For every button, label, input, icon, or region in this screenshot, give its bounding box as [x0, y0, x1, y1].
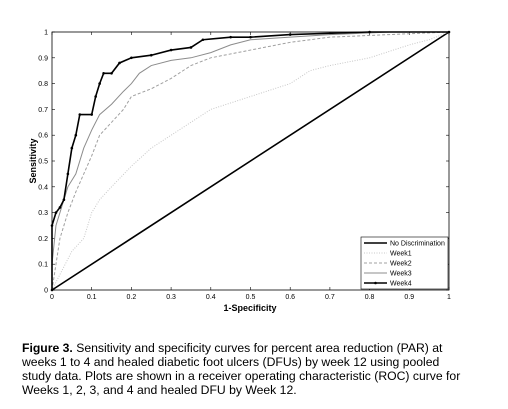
y-tick-label: 0.1	[38, 262, 48, 269]
series-marker	[118, 61, 121, 65]
x-tick-label: 0.9	[404, 294, 414, 301]
series-marker	[288, 33, 292, 36]
x-tick-label: 0.7	[325, 294, 335, 301]
y-tick-label: 0.2	[38, 236, 48, 243]
series-marker	[58, 206, 62, 209]
legend-label: No Discrimination	[390, 241, 445, 248]
figure-caption: Figure 3. Sensitivity and specificity cu…	[22, 341, 462, 397]
series-marker	[70, 146, 74, 150]
x-tick-label: 1	[447, 294, 451, 301]
series-marker	[102, 71, 105, 75]
series-marker	[54, 211, 58, 214]
series-line	[51, 31, 450, 291]
legend-label: Week4	[390, 281, 412, 288]
y-tick-label: 0.7	[38, 107, 48, 114]
x-tick-label: 0.2	[127, 294, 137, 301]
y-tick-label: 0.9	[38, 55, 48, 62]
series-marker	[149, 53, 153, 57]
x-axis-label: 1-Specificity	[223, 303, 276, 313]
legend-label: Week1	[390, 251, 412, 258]
series-marker	[201, 38, 205, 42]
x-tick-label: 0.1	[87, 294, 97, 301]
series-marker	[66, 172, 70, 176]
x-tick-label: 0.5	[246, 294, 256, 301]
legend-label: Week2	[390, 261, 412, 268]
series-marker	[189, 46, 193, 49]
y-tick-label: 0	[44, 288, 48, 295]
caption-label: Figure 3.	[22, 341, 73, 355]
y-tick-label: 0.5	[38, 159, 48, 166]
series-marker	[110, 71, 113, 75]
series-marker	[249, 35, 252, 39]
series-line	[51, 31, 450, 291]
y-axis-label: Sensitivity	[28, 138, 38, 183]
series-marker	[229, 35, 232, 39]
series-marker	[78, 113, 82, 116]
series-marker	[62, 198, 66, 201]
x-tick-label: 0	[50, 294, 54, 301]
y-tick-label: 0.8	[38, 81, 48, 88]
chart: 1-Specificity Sensitivity 0 0.1 0.2 0.3 0.4 0…	[28, 30, 451, 314]
legend-marker	[374, 281, 377, 285]
x-tick-label: 0.6	[285, 294, 295, 301]
series-marker	[368, 30, 371, 34]
series-marker	[90, 113, 93, 116]
series-line	[51, 31, 450, 291]
x-tick-label: 0.3	[166, 294, 176, 301]
y-tick-label: 0.3	[38, 210, 48, 217]
legend-label: Week3	[390, 271, 412, 278]
caption-text: Sensitivity and specificity curves for p…	[22, 341, 461, 397]
series-marker	[98, 82, 101, 85]
series-marker	[50, 224, 54, 227]
series-marker	[447, 30, 451, 34]
series-marker	[169, 48, 173, 52]
x-tick-label: 0.8	[365, 294, 375, 301]
series-marker	[94, 95, 97, 98]
y-tick-label: 0.6	[38, 133, 48, 140]
series-marker	[130, 56, 133, 60]
y-tick-label: 1	[44, 30, 48, 37]
series-marker	[50, 288, 54, 292]
series-marker	[74, 133, 78, 137]
x-tick-label: 0.4	[206, 294, 216, 301]
y-tick-label: 0.4	[38, 184, 48, 191]
